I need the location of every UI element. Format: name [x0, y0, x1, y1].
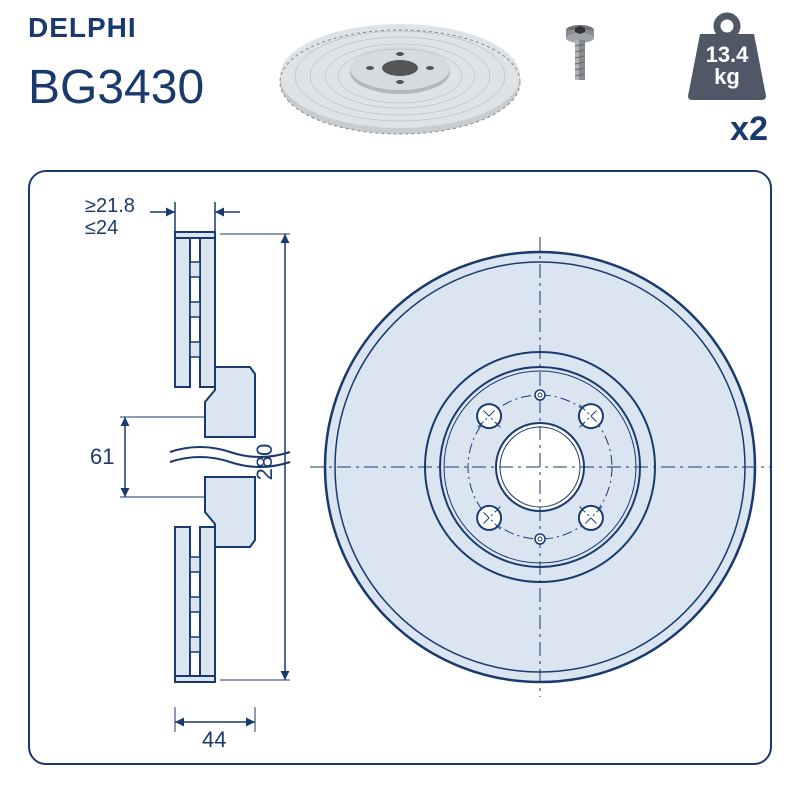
front-view	[310, 237, 770, 697]
header-region: DELPHI BG3430	[0, 0, 800, 160]
dim-thickness-max: ≤24	[85, 217, 118, 239]
product-photo	[260, 10, 540, 150]
dim-hub-depth: 44	[202, 727, 226, 752]
dim-outer-diameter: 280	[252, 444, 277, 481]
dim-bore: 61	[90, 444, 114, 469]
dim-thickness-min: ≥21.8	[85, 195, 135, 217]
quantity-label: x2	[730, 110, 768, 149]
screw-icon	[560, 20, 600, 100]
cross-section-view: ≥21.8 ≤24	[85, 195, 290, 752]
weight-icon: 13.4 kg	[682, 12, 772, 102]
technical-diagram: ≥21.8 ≤24	[28, 170, 772, 765]
weight-unit: kg	[714, 64, 740, 89]
brand-name: DELPHI	[28, 12, 137, 44]
product-sheet: DELPHI DELPHI BG3430	[0, 0, 800, 800]
part-number: BG3430	[28, 60, 204, 115]
